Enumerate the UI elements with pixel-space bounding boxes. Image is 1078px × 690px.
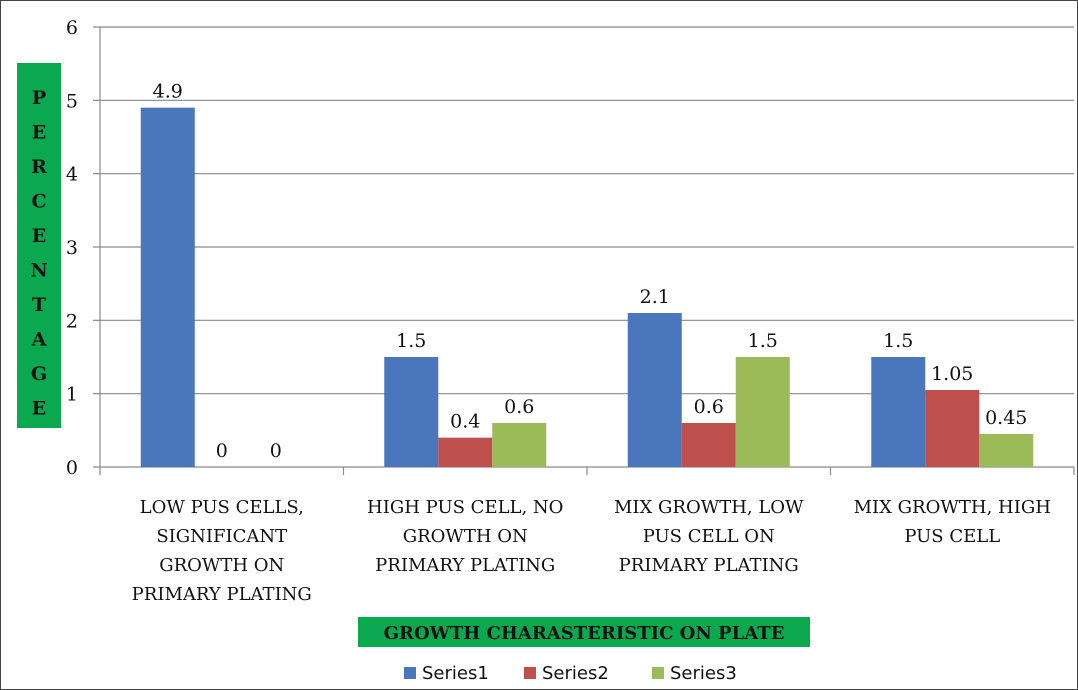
- category-label-line: GROWTH ON: [159, 555, 284, 576]
- data-label: 1.5: [396, 330, 426, 352]
- y-axis-title-letter: C: [31, 191, 46, 213]
- y-axis-title-box: [17, 63, 61, 428]
- legend-label-series3: Series3: [670, 663, 737, 684]
- bar-series1-3: [627, 313, 682, 467]
- data-label: 0: [216, 440, 228, 462]
- category-label-line: PRIMARY PLATING: [132, 584, 312, 605]
- category-label-line: GROWTH ON: [403, 526, 528, 547]
- y-axis-title-letter: E: [32, 225, 46, 247]
- data-label: 0.6: [504, 396, 534, 418]
- y-axis-title-letter: T: [32, 294, 46, 316]
- category-label-line: MIX GROWTH, HIGH: [854, 497, 1051, 518]
- legend-swatch-series2: [524, 667, 536, 679]
- legend-swatch-series3: [652, 667, 664, 679]
- y-tick-label: 1: [66, 384, 78, 406]
- category-label-line: HIGH PUS CELL, NO: [367, 497, 563, 518]
- data-label: 1.05: [931, 363, 973, 385]
- bar-series3-3: [735, 357, 790, 467]
- bar-series1-4: [871, 357, 926, 467]
- data-label: 0: [270, 440, 282, 462]
- y-axis-title-letter: N: [30, 260, 47, 282]
- bar-series2-2: [438, 437, 493, 467]
- legend: Series1 Series2 Series3: [404, 663, 737, 684]
- y-axis-title-letter: E: [32, 122, 46, 144]
- x-axis-title-box: [358, 617, 810, 647]
- y-tick-label: 3: [66, 237, 78, 259]
- bar-series3-4: [979, 434, 1034, 467]
- y-tick-labels: 0 1 2 3 4 5 6: [66, 17, 78, 479]
- bar-series2-4: [925, 390, 980, 467]
- data-label: 0.4: [450, 411, 480, 433]
- legend-label-series2: Series2: [542, 663, 609, 684]
- category-label-line: PUS CELL ON: [643, 526, 775, 547]
- legend-label-series1: Series1: [422, 663, 489, 684]
- category-label-line: PUS CELL: [904, 526, 1000, 547]
- y-axis-title-letter: A: [31, 329, 47, 351]
- x-axis-title-text: GROWTH CHARASTERISTIC ON PLATE: [384, 623, 785, 644]
- gridlines: [100, 26, 1074, 395]
- data-label: 2.1: [640, 286, 670, 308]
- y-tick-label: 4: [66, 164, 78, 186]
- bar-series2-3: [681, 423, 736, 467]
- y-axis-title-letter: R: [31, 156, 47, 178]
- category-labels: LOW PUS CELLS, SIGNIFICANT GROWTH ON PRIMAR…: [132, 497, 1051, 605]
- bar-series1-1: [140, 107, 195, 468]
- category-label-line: MIX GROWTH, LOW: [614, 497, 804, 518]
- legend-swatch-series1: [404, 667, 416, 679]
- data-label: 0.6: [694, 396, 724, 418]
- y-tick-label: 6: [66, 17, 78, 39]
- data-label: 0.45: [985, 407, 1027, 429]
- category-label-line: LOW PUS CELLS,: [140, 497, 304, 518]
- y-tick-label: 5: [66, 90, 78, 112]
- y-axis-title-letter: P: [32, 87, 46, 109]
- bar-series3-2: [492, 423, 547, 467]
- category-label-line: PRIMARY PLATING: [375, 555, 555, 576]
- y-tick-label: 2: [66, 310, 78, 332]
- bar-series1-2: [384, 357, 439, 467]
- data-labels: 4.9 0 0 1.5 0.4 0.6 2.1 0.6 1.5 1.5 1.05 0.45: [153, 81, 1028, 462]
- data-label: 1.5: [748, 330, 778, 352]
- data-label: 1.5: [883, 330, 913, 352]
- bars: [140, 107, 1034, 468]
- y-axis-title-letter: G: [31, 363, 47, 385]
- category-label-line: PRIMARY PLATING: [619, 555, 799, 576]
- data-label: 4.9: [153, 81, 183, 103]
- y-tick-label: 0: [66, 457, 78, 479]
- y-axis-title-letter: E: [32, 398, 46, 420]
- x-axis-title: GROWTH CHARASTERISTIC ON PLATE: [358, 617, 810, 647]
- category-label-line: SIGNIFICANT: [156, 526, 287, 547]
